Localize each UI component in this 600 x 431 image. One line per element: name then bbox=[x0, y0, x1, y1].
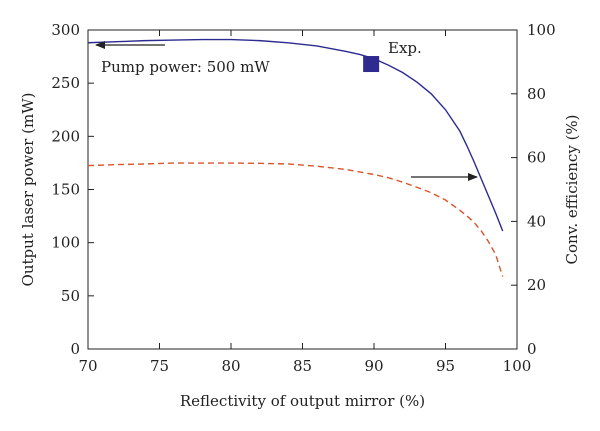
power-line bbox=[87, 38, 504, 232]
exp-label: Exp. bbox=[388, 39, 422, 57]
y-tick-label: 0 bbox=[70, 340, 80, 358]
x-tick-label: 85 bbox=[293, 357, 312, 375]
y-tick-label: 300 bbox=[51, 21, 80, 39]
x-tick-label: 95 bbox=[436, 357, 455, 375]
plot-frame bbox=[87, 29, 518, 350]
y-tick-label: 200 bbox=[51, 127, 80, 145]
y2-axis-title: Conv. efficiency (%) bbox=[563, 114, 581, 264]
y2-tick-label: 20 bbox=[527, 276, 546, 294]
series-group bbox=[87, 38, 504, 277]
y2-tick-label: 0 bbox=[527, 340, 537, 358]
x-axis-title: Reflectivity of output mirror (%) bbox=[180, 392, 425, 410]
x-tick-label: 80 bbox=[221, 357, 240, 375]
pump-power-label: Pump power: 500 mW bbox=[101, 58, 270, 76]
y2-tick-label: 60 bbox=[527, 149, 546, 167]
axes: 70 75 80 85 90 95 1000501001502002503000204060… bbox=[19, 21, 581, 410]
y-tick-label: 150 bbox=[51, 181, 80, 199]
annotations-group: Pump power: 500 mW Exp. bbox=[95, 39, 478, 181]
y2-tick-label: 80 bbox=[527, 85, 546, 103]
y-tick-label: 100 bbox=[51, 234, 80, 252]
y2-tick-label: 100 bbox=[527, 21, 556, 39]
experimental-point bbox=[363, 56, 380, 73]
y-axis-title: Output laser power (mW) bbox=[19, 93, 37, 287]
y-tick-label: 50 bbox=[61, 287, 80, 305]
x-tick-label: 100 bbox=[503, 357, 532, 375]
x-tick-label: 90 bbox=[364, 357, 383, 375]
efficiency-line bbox=[87, 162, 504, 277]
y2-tick-label: 40 bbox=[527, 212, 546, 230]
x-tick-label: 70 bbox=[78, 357, 97, 375]
x-tick-label: 75 bbox=[150, 357, 169, 375]
y-tick-label: 250 bbox=[51, 74, 80, 92]
